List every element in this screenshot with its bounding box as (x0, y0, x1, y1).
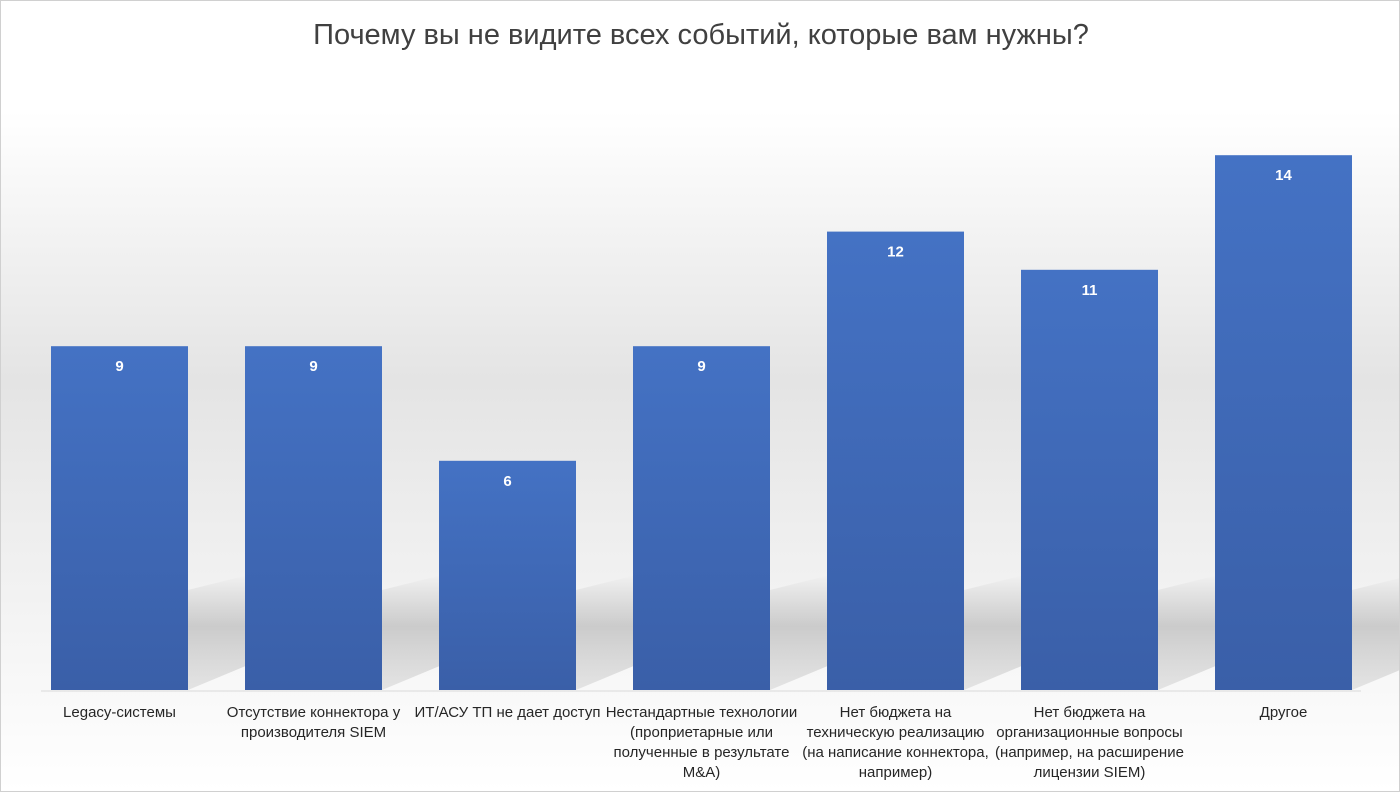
bar-shadow (188, 575, 248, 690)
data-label: 9 (309, 358, 317, 375)
bar (245, 346, 382, 690)
bar (633, 346, 770, 690)
bar (1215, 155, 1352, 690)
bar-shadow (576, 575, 636, 690)
x-tick-label: Отсутствие коннектора у производителя SI… (226, 704, 401, 741)
bar (439, 460, 576, 690)
bar (51, 346, 188, 690)
data-label: 14 (1275, 167, 1292, 184)
x-tick-label: Нет бюджета на техническую реализацию (н… (802, 704, 989, 781)
chart-title: Почему вы не видите всех событий, которы… (313, 19, 1089, 51)
data-label: 9 (697, 358, 705, 375)
x-tick-label: Нет бюджета на организационные вопросы (… (995, 704, 1184, 781)
bar-shadow (382, 575, 442, 690)
bar-shadow (1158, 575, 1218, 690)
data-label: 11 (1082, 282, 1098, 299)
bar (1021, 269, 1158, 690)
bar (827, 231, 964, 690)
data-label: 9 (115, 358, 123, 375)
bar-shadow (1352, 578, 1399, 690)
data-label: 6 (503, 473, 511, 490)
bar-shadow-layer (188, 575, 1399, 690)
x-tick-label: Legacy-системы (63, 704, 176, 721)
bar-shadow (770, 575, 830, 690)
x-tick-label: ИТ/АСУ ТП не дает доступ (414, 704, 601, 721)
data-label: 12 (887, 244, 904, 261)
x-tick-label: Другое (1259, 704, 1308, 721)
x-tick-label: Нестандартные технологии (проприетарные … (605, 704, 798, 781)
bar-shadow (964, 575, 1024, 690)
bar-layer: 9 9 6 9 12 11 14 (51, 155, 1352, 690)
